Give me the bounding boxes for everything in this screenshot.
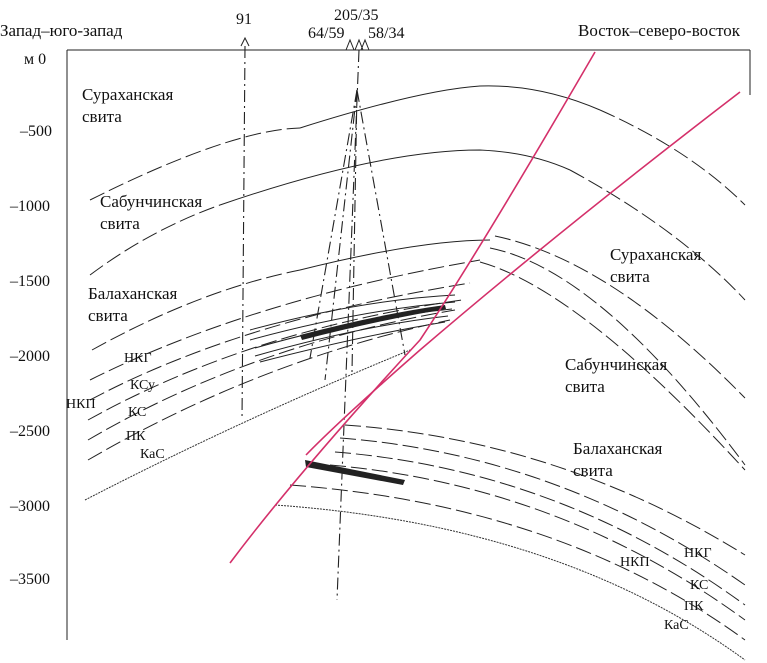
depth-label: –2000 xyxy=(9,348,50,365)
horizon-label: ПК xyxy=(126,429,146,444)
horizon-label: НКГ xyxy=(124,351,152,366)
depth-label: –500 xyxy=(19,123,52,140)
formation-label: Сабунчинская xyxy=(100,192,202,211)
formation-label: Балаханская xyxy=(88,284,177,303)
direction-east: Восток–северо-восток xyxy=(578,21,741,40)
well-label: 64/59 xyxy=(308,25,344,42)
depth-label: –3500 xyxy=(9,571,50,588)
well-label: 91 xyxy=(236,11,252,28)
formation-label: свита xyxy=(82,107,122,126)
depth-label: –3000 xyxy=(9,498,50,515)
well-label: 58/34 xyxy=(368,25,404,42)
formation-label: Сураханская xyxy=(610,245,701,264)
horizon-label: КСу xyxy=(130,378,155,393)
horizon-label: КаС xyxy=(140,447,165,462)
horizon-label: КС xyxy=(690,578,708,593)
formation-label: свита xyxy=(573,461,613,480)
horizon-label: НКП xyxy=(620,555,650,570)
cross-section: Запад–юго-запад Восток–северо-восток 91 … xyxy=(0,0,767,663)
horizon-label: НКП xyxy=(66,397,96,412)
depth-label: м 0 xyxy=(24,51,46,68)
horizon-label: КС xyxy=(128,405,146,420)
well-heads xyxy=(241,38,369,50)
depth-label: –1000 xyxy=(9,198,50,215)
formation-label: Сураханская xyxy=(82,85,173,104)
formation-label: Сабунчинская xyxy=(565,355,667,374)
formation-label: свита xyxy=(88,306,128,325)
horizon-label: КаС xyxy=(664,618,689,633)
horizon-label: ПК xyxy=(684,599,704,614)
formation-label: свита xyxy=(565,377,605,396)
well-label: 205/35 xyxy=(334,7,378,24)
formation-label: свита xyxy=(100,214,140,233)
formation-label: свита xyxy=(610,267,650,286)
depth-label: –2500 xyxy=(9,423,50,440)
fault xyxy=(306,92,740,455)
direction-west: Запад–юго-запад xyxy=(0,21,123,40)
formation-label: Балаханская xyxy=(573,439,662,458)
frame xyxy=(67,50,750,640)
horizon-label: НКГ xyxy=(684,546,712,561)
depth-label: –1500 xyxy=(9,273,50,290)
lens xyxy=(305,460,405,485)
